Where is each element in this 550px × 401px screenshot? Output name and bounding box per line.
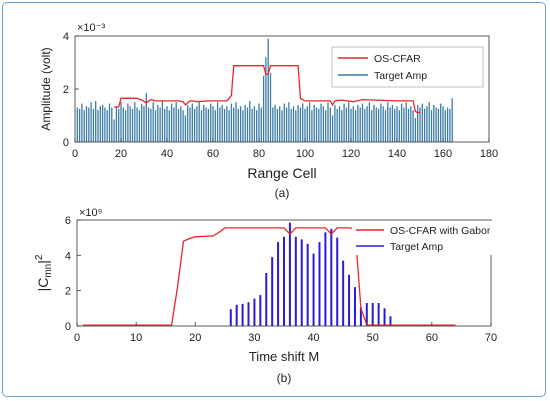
x-tick-label-b-0: 0 [74,332,80,344]
x-tick-label-a-180: 180 [480,148,498,160]
y-exponent-b: ×10⁹ [79,207,102,219]
legend-b: OS-CFAR with Gabor Target Amp [352,221,530,255]
panel-label-b: (b) [277,371,292,385]
y-tick-label-a-0: 0 [63,137,69,149]
legend-label-os-cfar: OS-CFAR [374,53,421,65]
x-tick-label-a-160: 160 [434,148,452,160]
y-tick-label-a-2: 2 [63,84,69,96]
legend-a: OS-CFAR Target Amp [331,46,484,88]
y-tick-label-b-0: 0 [65,321,71,333]
x-tick-label-b-30: 30 [248,332,260,344]
y-tick-label-a-4: 4 [63,31,69,43]
y-ticks-b: 0 2 4 6 [65,215,81,333]
legend-label-os-cfar-gabor: OS-CFAR with Gabor [390,225,491,237]
chart-panel-a: 0 20 40 60 80 100 120 140 160 180 024 Range Cell … [39,22,498,200]
y-axis-label-a: Amplitude (volt) [39,47,53,130]
x-ticks-b: 0 10 20 30 40 50 60 70 [74,322,497,344]
chart-panel-b: 0 10 20 30 40 50 60 70 0 2 4 6 Time shift M (b) |C… [34,207,530,385]
y-tick-label-b-2: 2 [65,286,71,298]
legend-label-target-amp-b: Target Amp [390,241,443,253]
x-tick-label-a-40: 40 [161,148,173,160]
x-tick-label-a-80: 80 [253,148,265,160]
x-axis-label-b: Time shift M [249,349,319,364]
legend-box-a [331,46,484,88]
panel-label-a: (a) [275,186,290,200]
axes-box-b [76,219,492,327]
x-tick-label-a-140: 140 [388,148,406,160]
x-tick-label-a-100: 100 [296,148,314,160]
marks-a [76,38,453,142]
x-ticks-a: 0 20 40 60 80 100 120 140 160 180 [72,138,498,160]
series-line-a [114,65,421,114]
x-tick-label-a-0: 0 [72,148,78,160]
x-tick-label-b-50: 50 [367,332,379,344]
y-tick-label-b-4: 4 [65,250,71,262]
x-tick-label-b-40: 40 [307,332,319,344]
x-tick-label-b-20: 20 [189,332,201,344]
y-axis-label-b: |Cmn|2 [34,254,54,291]
x-tick-label-a-120: 120 [342,148,360,160]
y-tick-label-b-6: 6 [65,215,71,227]
legend-box-b [352,221,530,255]
x-tick-label-b-10: 10 [130,332,142,344]
x-tick-label-b-70: 70 [485,332,497,344]
x-axis-label-a: Range Cell [247,165,316,181]
marks-b [82,222,456,326]
legend-label-target-amp-a: Target Amp [374,70,427,82]
y-exponent-a: ×10⁻³ [77,22,105,34]
x-tick-label-a-60: 60 [207,148,219,160]
y-ticks-a: 0 2 4 [63,31,79,149]
x-tick-label-b-60: 60 [426,332,438,344]
x-tick-label-a-20: 20 [115,148,127,160]
